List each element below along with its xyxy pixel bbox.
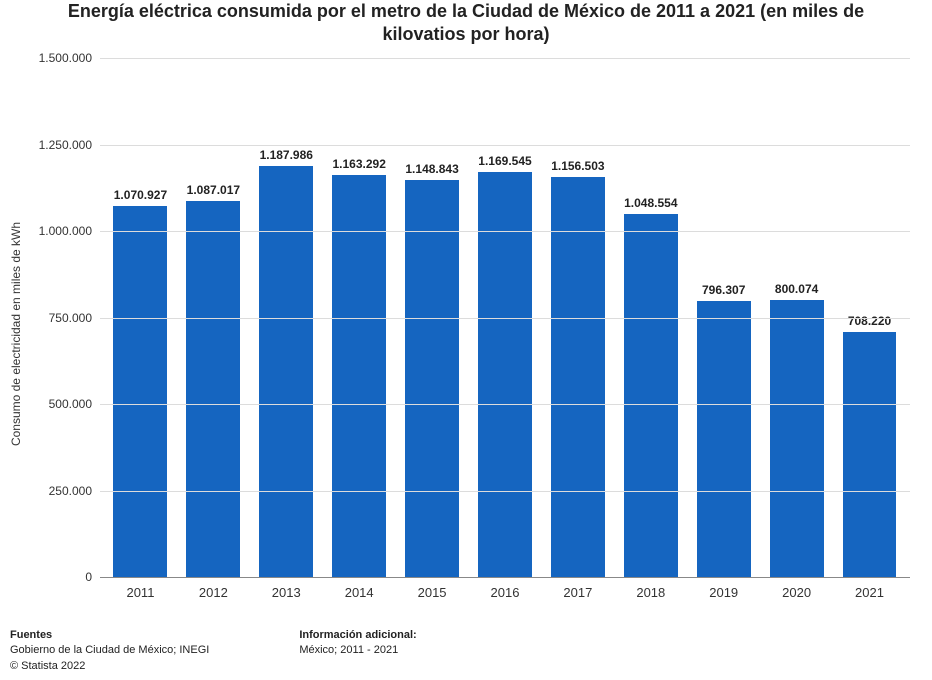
bar-value-label: 1.070.927 [114, 188, 167, 202]
bar-value-label: 1.163.292 [332, 157, 385, 171]
footer-sources: Fuentes Gobierno de la Ciudad de México;… [10, 628, 209, 674]
grid-line [100, 231, 910, 232]
bar: 1.087.017 [186, 201, 240, 577]
x-tick-label: 2016 [491, 585, 520, 600]
x-tick-label: 2020 [782, 585, 811, 600]
x-tick-label: 2011 [126, 585, 154, 600]
bar-value-label: 800.074 [775, 282, 818, 296]
y-tick-label: 1.250.000 [39, 138, 92, 152]
bar-value-label: 1.187.986 [260, 148, 313, 162]
grid-line [100, 318, 910, 319]
bar-value-label: 1.169.545 [478, 154, 531, 168]
y-tick-label: 1.500.000 [39, 51, 92, 65]
bar-value-label: 1.156.503 [551, 159, 604, 173]
y-tick-label: 250.000 [49, 484, 92, 498]
footer-info-line: México; 2011 - 2021 [299, 643, 416, 658]
plot-region: 1.070.92720111.087.01720121.187.98620131… [100, 58, 910, 578]
x-tick-label: 2017 [563, 585, 592, 600]
bar: 1.048.554 [624, 214, 678, 577]
bar-value-label: 708.220 [848, 314, 891, 328]
chart-footer: Fuentes Gobierno de la Ciudad de México;… [10, 628, 417, 674]
y-axis-label: Consumo de electricidad en miles de kWh [9, 222, 23, 446]
grid-line [100, 404, 910, 405]
grid-line [100, 58, 910, 59]
chart-title: Energía eléctrica consumida por el metro… [0, 0, 932, 55]
x-tick-label: 2015 [418, 585, 447, 600]
bar: 800.074 [770, 300, 824, 577]
bar-value-label: 1.048.554 [624, 196, 677, 210]
footer-sources-line: Gobierno de la Ciudad de México; INEGI [10, 643, 209, 658]
bar: 708.220 [843, 332, 897, 577]
footer-info-head: Información adicional: [299, 628, 416, 643]
grid-line [100, 145, 910, 146]
bar: 1.148.843 [405, 180, 459, 577]
bar-value-label: 1.087.017 [187, 183, 240, 197]
y-tick-label: 0 [85, 570, 92, 584]
x-tick-label: 2018 [636, 585, 665, 600]
y-tick-label: 1.000.000 [39, 224, 92, 238]
bar: 1.070.927 [113, 206, 167, 577]
bar: 1.187.986 [259, 166, 313, 577]
bar: 1.156.503 [551, 177, 605, 577]
y-tick-label: 750.000 [49, 311, 92, 325]
footer-sources-head: Fuentes [10, 628, 209, 643]
bar: 796.307 [697, 301, 751, 577]
x-tick-label: 2019 [709, 585, 738, 600]
footer-info: Información adicional: México; 2011 - 20… [299, 628, 416, 674]
footer-copyright: © Statista 2022 [10, 659, 209, 674]
bar: 1.169.545 [478, 172, 532, 577]
x-tick-label: 2013 [272, 585, 301, 600]
bar: 1.163.292 [332, 175, 386, 577]
grid-line [100, 491, 910, 492]
chart-area: Consumo de electricidad en miles de kWh … [38, 58, 918, 610]
x-tick-label: 2012 [199, 585, 228, 600]
bar-value-label: 796.307 [702, 283, 745, 297]
bar-value-label: 1.148.843 [405, 162, 458, 176]
x-tick-label: 2021 [855, 585, 884, 600]
y-tick-label: 500.000 [49, 397, 92, 411]
x-tick-label: 2014 [345, 585, 374, 600]
